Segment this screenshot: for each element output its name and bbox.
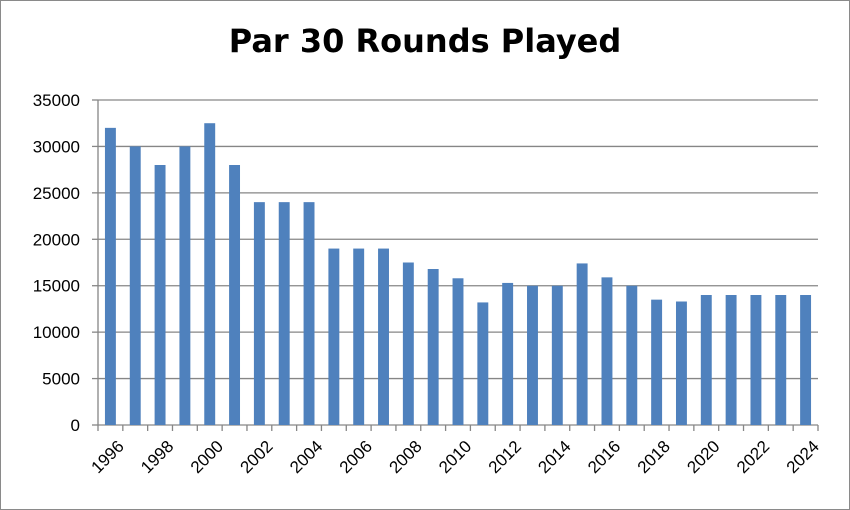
x-tick-label: 2002 [237,437,277,477]
bar-2020 [700,295,712,425]
bar-2012 [502,282,514,425]
bar-1997 [129,146,141,425]
bar-2010 [452,278,464,425]
bar-1999 [179,146,191,425]
x-tick-label: 2010 [435,437,475,477]
y-tick-label: 25000 [33,184,80,203]
y-tick-label: 15000 [33,277,80,296]
bar-2006 [353,248,365,425]
bar-2016 [601,277,613,425]
bar-2023 [775,295,787,425]
x-tick-label: 2006 [336,437,376,477]
bar-2015 [576,263,588,425]
chart-title: Par 30 Rounds Played [228,22,622,60]
bar-2022 [750,295,762,425]
x-tick-label: 2016 [584,437,624,477]
x-tick-label: 2000 [187,437,227,477]
x-tick-label: 2024 [783,437,823,477]
x-tick-label: 2008 [385,437,425,477]
x-tick-label: 2012 [485,437,525,477]
bar-2003 [278,202,290,425]
y-tick-label: 5000 [42,370,80,389]
y-tick-label: 20000 [33,230,80,249]
bar-2019 [675,301,687,425]
x-tick-label: 2014 [534,437,574,477]
bar-1998 [154,165,166,425]
x-tick-label: 2020 [683,437,723,477]
bar-2000 [204,123,216,425]
x-tick-label: 2018 [634,437,674,477]
bar-1996 [104,127,116,425]
x-tick-label: 1996 [88,437,128,477]
bar-2013 [527,285,538,425]
bar-2014 [551,285,563,425]
bar-2024 [800,295,812,425]
bar-2004 [303,202,315,425]
bar-2017 [626,285,638,425]
x-tick-label: 2022 [733,437,773,477]
bar-2001 [229,165,241,425]
bar-2002 [253,202,265,425]
x-tick-label: 2004 [286,437,326,477]
y-tick-label: 30000 [33,137,80,156]
bar-2009 [427,269,439,425]
bar-2018 [651,299,663,425]
y-tick-label: 10000 [33,323,80,342]
x-tick-label: 1998 [137,437,177,477]
y-tick-label: 0 [71,416,80,435]
y-tick-label: 35000 [33,91,80,110]
bar-2011 [477,302,489,425]
bar-2007 [378,248,389,425]
bar-2008 [402,262,414,425]
bar-2021 [725,295,737,425]
bar-2005 [328,248,340,425]
